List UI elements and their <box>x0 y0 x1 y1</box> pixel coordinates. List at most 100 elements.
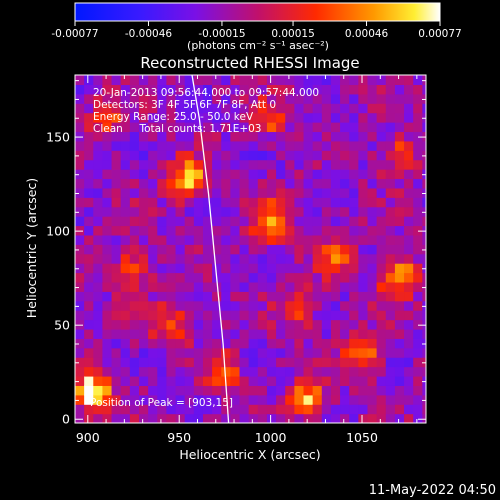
heatmap-cell <box>330 206 341 217</box>
heatmap-cell <box>303 263 314 274</box>
heatmap-cell <box>358 150 369 161</box>
heatmap-cell <box>394 375 405 386</box>
heatmap-cell <box>330 197 341 208</box>
heatmap-cell <box>312 216 323 227</box>
heatmap-cell <box>239 347 250 358</box>
heatmap-cell <box>129 244 140 255</box>
heatmap-cell <box>75 84 85 95</box>
heatmap-cell <box>129 281 140 292</box>
heatmap-cell <box>303 112 314 123</box>
heatmap-cell <box>349 263 359 274</box>
heatmap-cell <box>422 187 426 198</box>
heatmap-cell <box>75 122 85 133</box>
heatmap-cell <box>102 338 113 349</box>
heatmap-cell <box>193 404 204 415</box>
heatmap-cell <box>93 187 104 198</box>
heatmap-cell <box>102 84 113 95</box>
heatmap-cell <box>294 84 305 95</box>
heatmap-cell <box>285 281 295 292</box>
heatmap-cell <box>413 366 423 377</box>
heatmap-cell <box>248 319 259 330</box>
heatmap-cell <box>330 75 341 86</box>
heatmap-cell <box>394 206 405 217</box>
heatmap-cell <box>102 216 113 227</box>
heatmap-cell <box>394 112 405 123</box>
heatmap-cell <box>239 300 250 311</box>
heatmap-cell <box>84 413 94 423</box>
heatmap-cell <box>276 131 286 142</box>
heatmap-cell <box>340 404 350 415</box>
heatmap-cell <box>294 234 305 245</box>
heatmap-cell <box>157 178 168 189</box>
heatmap-cell <box>367 404 378 415</box>
heatmap-cell <box>175 272 186 283</box>
heatmap-cell <box>221 319 231 330</box>
heatmap-cell <box>120 272 131 283</box>
heatmap-cell <box>166 178 177 189</box>
heatmap-cell <box>230 385 241 396</box>
heatmap-cell <box>422 300 426 311</box>
heatmap-cell <box>212 122 222 133</box>
heatmap-cell <box>349 178 359 189</box>
heatmap-cell <box>349 366 359 377</box>
heatmap-cell <box>148 291 158 302</box>
heatmap-cell <box>358 93 369 104</box>
heatmap-cell <box>166 225 177 236</box>
heatmap-cell <box>358 394 369 405</box>
heatmap-cell <box>376 347 387 358</box>
heatmap-cell <box>413 225 423 236</box>
heatmap-cell <box>75 310 85 321</box>
heatmap-cell <box>230 122 241 133</box>
heatmap-cell <box>276 328 286 339</box>
heatmap-cell <box>367 112 378 123</box>
heatmap-cell <box>230 150 241 161</box>
heatmap-cell <box>84 319 94 330</box>
heatmap-cell <box>230 300 241 311</box>
heatmap-cell <box>138 140 149 151</box>
heatmap-cell <box>367 385 378 396</box>
heatmap-cell <box>257 93 268 104</box>
heatmap-cell <box>394 385 405 396</box>
heatmap-cell <box>257 319 268 330</box>
heatmap-cell <box>84 93 94 104</box>
heatmap-cell <box>358 253 369 264</box>
heatmap-cell <box>321 225 332 236</box>
heatmap-cell <box>166 319 177 330</box>
heatmap-cell <box>321 140 332 151</box>
heatmap-cell <box>404 300 414 311</box>
heatmap-cell <box>84 244 94 255</box>
heatmap-cell <box>248 413 259 423</box>
heatmap-cell <box>340 366 350 377</box>
heatmap-cell <box>111 140 122 151</box>
heatmap-cell <box>330 347 341 358</box>
heatmap-cell <box>193 84 204 95</box>
heatmap-cell <box>120 131 131 142</box>
heatmap-cell <box>394 413 405 423</box>
heatmap-cell <box>285 187 295 198</box>
heatmap-cell <box>175 347 186 358</box>
heatmap-cell <box>111 300 122 311</box>
heatmap-cell <box>93 263 104 274</box>
heatmap-cell <box>376 394 387 405</box>
heatmap-cell <box>93 150 104 161</box>
heatmap-cell <box>230 263 241 274</box>
heatmap-cell <box>75 140 85 151</box>
heatmap-cell <box>120 375 131 386</box>
heatmap-cell <box>184 291 195 302</box>
heatmap-cell <box>75 178 85 189</box>
heatmap-cell <box>157 413 168 423</box>
heatmap-cell <box>84 272 94 283</box>
heatmap-cell <box>376 263 387 274</box>
heatmap-cell <box>239 187 250 198</box>
heatmap-cell <box>120 244 131 255</box>
heatmap-cell <box>358 338 369 349</box>
heatmap-cell <box>367 413 378 423</box>
heatmap-cell <box>230 103 241 114</box>
heatmap-cell <box>166 216 177 227</box>
heatmap-cell <box>422 103 426 114</box>
heatmap-cell <box>394 291 405 302</box>
heatmap-cell <box>257 122 268 133</box>
heatmap-cell <box>230 187 241 198</box>
heatmap-cell <box>212 178 222 189</box>
heatmap-cell <box>367 263 378 274</box>
